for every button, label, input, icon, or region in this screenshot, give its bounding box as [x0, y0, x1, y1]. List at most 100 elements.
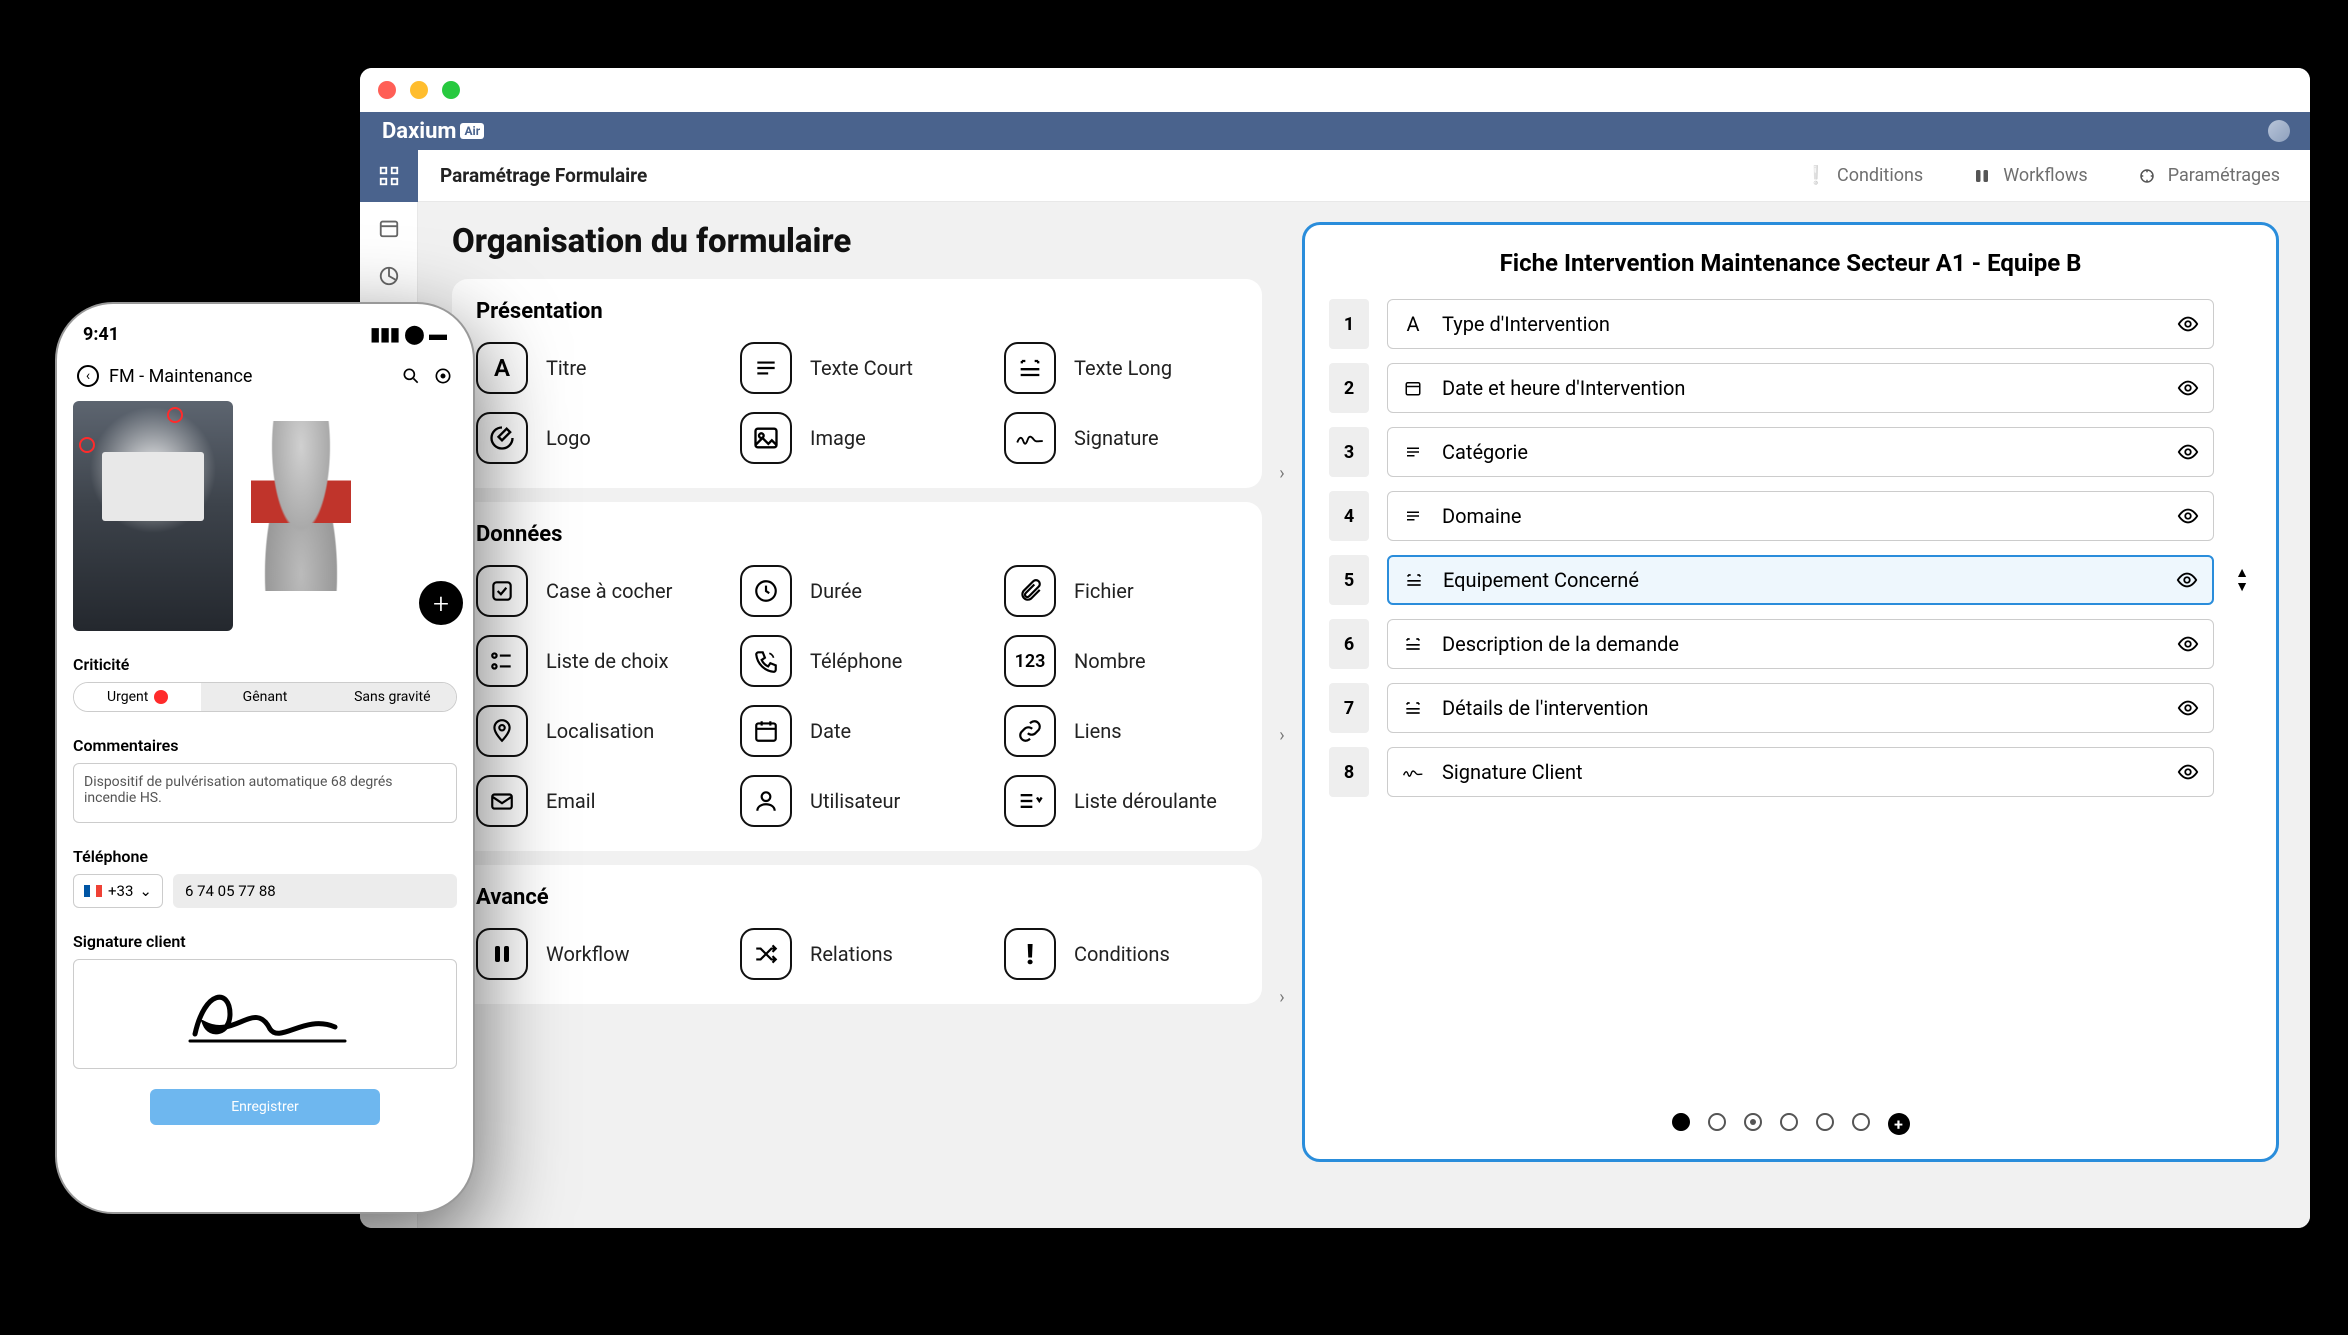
target-icon[interactable]: [433, 366, 453, 386]
pager-dot-5[interactable]: [1816, 1113, 1834, 1131]
field-image[interactable]: Image: [740, 412, 974, 464]
expand-presentation[interactable]: ›: [1279, 463, 1284, 484]
form-row[interactable]: 7Détails de l'intervention: [1329, 683, 2252, 733]
visibility-icon[interactable]: [2177, 633, 2199, 655]
window-zoom-dot[interactable]: [442, 81, 460, 99]
phone-number-input[interactable]: 6 74 05 77 88: [173, 874, 457, 908]
search-icon[interactable]: [401, 366, 421, 386]
paperclip-icon: [1004, 565, 1056, 617]
criticite-sans-gravite[interactable]: Sans gravité: [329, 683, 456, 711]
form-row[interactable]: 3Catégorie: [1329, 427, 2252, 477]
visibility-icon[interactable]: [2177, 377, 2199, 399]
row-body[interactable]: A Type d'Intervention: [1387, 299, 2214, 349]
row-body[interactable]: Catégorie: [1387, 427, 2214, 477]
chevron-down-icon: ⌄: [139, 882, 152, 900]
field-nombre[interactable]: 123Nombre: [1004, 635, 1238, 687]
form-row[interactable]: 5 Equipement Concerné ▲▼: [1329, 555, 2252, 605]
field-titre[interactable]: ATitre: [476, 342, 710, 394]
field-signature[interactable]: Signature: [1004, 412, 1238, 464]
row-body[interactable]: Date et heure d'Intervention: [1387, 363, 2214, 413]
save-button[interactable]: Enregistrer: [150, 1089, 380, 1125]
row-number: 2: [1329, 363, 1369, 413]
pin-icon: [476, 705, 528, 757]
row-label: Type d'Intervention: [1442, 312, 1610, 336]
form-row[interactable]: 8Signature Client: [1329, 747, 2252, 797]
form-row[interactable]: 4Domaine: [1329, 491, 2252, 541]
number-icon: 123: [1004, 635, 1056, 687]
workflow-icon: [1971, 165, 1993, 187]
field-workflow[interactable]: Workflow: [476, 928, 710, 980]
visibility-icon[interactable]: [2177, 441, 2199, 463]
field-email[interactable]: Email: [476, 775, 710, 827]
window-minimize-dot[interactable]: [410, 81, 428, 99]
field-texte-long[interactable]: Texte Long: [1004, 342, 1238, 394]
field-date[interactable]: Date: [740, 705, 974, 757]
photo-thumbnail[interactable]: [73, 401, 233, 631]
toolbar-conditions[interactable]: ❕ Conditions: [1805, 165, 1923, 187]
app-body: Organisation du formulaire Présentation …: [360, 202, 2310, 1228]
visibility-icon[interactable]: [2177, 761, 2199, 783]
pager-dot-2[interactable]: [1708, 1113, 1726, 1131]
field-checkbox[interactable]: Case à cocher: [476, 565, 710, 617]
pager-dot-6[interactable]: [1852, 1113, 1870, 1131]
pager-dot-1[interactable]: [1672, 1113, 1690, 1131]
criticite-urgent[interactable]: Urgent: [74, 683, 201, 711]
pager-dot-4[interactable]: [1780, 1113, 1798, 1131]
row-body[interactable]: Description de la demande: [1387, 619, 2214, 669]
field-fichier[interactable]: Fichier: [1004, 565, 1238, 617]
criticite-segmented[interactable]: Urgent Gênant Sans gravité: [73, 682, 457, 712]
field-telephone[interactable]: Téléphone: [740, 635, 974, 687]
pager-add[interactable]: +: [1888, 1113, 1910, 1135]
field-conditions[interactable]: !Conditions: [1004, 928, 1238, 980]
toolbar-workflows-label: Workflows: [2003, 165, 2088, 186]
field-liste-deroulante[interactable]: Liste déroulante: [1004, 775, 1238, 827]
field-liens[interactable]: Liens: [1004, 705, 1238, 757]
sprinkler-photo[interactable]: [251, 421, 351, 591]
criticite-genant[interactable]: Gênant: [201, 683, 328, 711]
toolbar-workflows[interactable]: Workflows: [1971, 165, 2088, 187]
commentaires-textarea[interactable]: Dispositif de pulvérisation automatique …: [73, 763, 457, 823]
rail-calendar-icon[interactable]: [377, 216, 401, 240]
country-code-select[interactable]: +33 ⌄: [73, 874, 163, 908]
row-body[interactable]: Détails de l'intervention: [1387, 683, 2214, 733]
row-body[interactable]: Signature Client: [1387, 747, 2214, 797]
toolbar-title: Paramétrage Formulaire: [418, 164, 647, 187]
row-body[interactable]: Equipement Concerné: [1387, 555, 2214, 605]
rail-chart-icon[interactable]: [377, 264, 401, 288]
form-row-list: 1AType d'Intervention2Date et heure d'In…: [1329, 299, 2252, 797]
field-duree[interactable]: Durée: [740, 565, 974, 617]
field-utilisateur[interactable]: Utilisateur: [740, 775, 974, 827]
row-number: 5: [1329, 555, 1369, 605]
row-type-icon: [1402, 505, 1424, 527]
visibility-icon[interactable]: [2177, 505, 2199, 527]
back-button[interactable]: ‹: [77, 365, 99, 387]
field-liste-choix[interactable]: Liste de choix: [476, 635, 710, 687]
pager-dot-3[interactable]: [1744, 1113, 1762, 1131]
visibility-icon[interactable]: [2177, 313, 2199, 335]
signature-pad[interactable]: [73, 959, 457, 1069]
row-type-icon: A: [1402, 313, 1424, 335]
add-photo-fab[interactable]: +: [419, 581, 463, 625]
form-row[interactable]: 1AType d'Intervention: [1329, 299, 2252, 349]
flag-fr-icon: [84, 885, 102, 897]
avatar[interactable]: [2268, 120, 2290, 142]
form-row[interactable]: 2 Date et heure d'Intervention: [1329, 363, 2252, 413]
visibility-icon[interactable]: [2177, 697, 2199, 719]
expand-avance[interactable]: ›: [1279, 987, 1284, 1008]
toolbar-parametrages[interactable]: Paramétrages: [2136, 165, 2280, 187]
field-texte-court[interactable]: Texte Court: [740, 342, 974, 394]
field-localisation[interactable]: Localisation: [476, 705, 710, 757]
reorder-arrows[interactable]: ▲▼: [2232, 566, 2252, 594]
row-body[interactable]: Domaine: [1387, 491, 2214, 541]
expand-donnees[interactable]: ›: [1279, 725, 1284, 746]
apps-grid-icon[interactable]: [360, 150, 418, 202]
window-close-dot[interactable]: [378, 81, 396, 99]
visibility-icon[interactable]: [2176, 569, 2198, 591]
phone-app-header: ‹ FM - Maintenance: [73, 355, 457, 401]
dropdown-icon: [1004, 775, 1056, 827]
field-relations[interactable]: Relations: [740, 928, 974, 980]
field-logo[interactable]: Logo: [476, 412, 710, 464]
text-long-icon: [1004, 342, 1056, 394]
form-row[interactable]: 6Description de la demande: [1329, 619, 2252, 669]
row-type-icon: [1402, 697, 1424, 719]
